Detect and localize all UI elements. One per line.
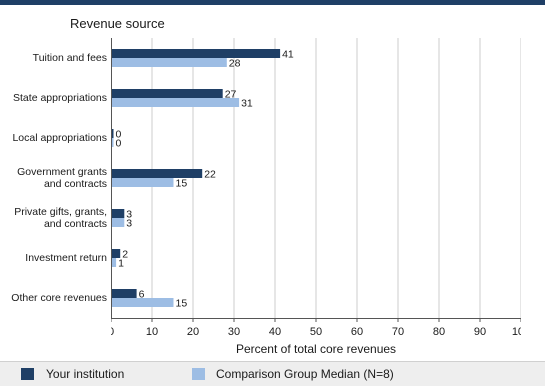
data-label-comparison-median-5: 1	[118, 258, 124, 270]
legend-swatch-your-institution	[21, 368, 34, 380]
x-tick-label-30: 30	[228, 326, 240, 338]
data-label-your-institution-5: 2	[122, 249, 128, 261]
data-label-your-institution-2: 0	[116, 129, 122, 141]
bar-comparison-median-4	[112, 218, 125, 227]
category-label: Tuition and fees	[32, 52, 107, 64]
data-label-comparison-median-2: 0	[116, 138, 122, 150]
data-label-your-institution-4: 3	[126, 209, 132, 221]
bar-your-institution-3	[112, 169, 203, 178]
data-label-comparison-median-0: 28	[229, 58, 241, 70]
data-label-your-institution-6: 6	[139, 289, 145, 301]
bar-comparison-median-1	[112, 98, 240, 107]
bar-your-institution-2	[112, 129, 114, 138]
bar-your-institution-4	[112, 209, 125, 218]
x-tick-label-20: 20	[187, 326, 199, 338]
header-bar	[0, 0, 545, 5]
x-tick-label-100: 100	[512, 326, 521, 338]
bar-your-institution-6	[112, 289, 137, 298]
data-label-your-institution-1: 27	[225, 89, 237, 101]
category-label: Private gifts, grants, and contracts	[14, 206, 107, 230]
bar-comparison-median-6	[112, 298, 174, 307]
bar-comparison-median-0	[112, 58, 227, 67]
data-label-comparison-median-1: 31	[241, 98, 253, 110]
bar-your-institution-0	[112, 49, 281, 58]
data-label-comparison-median-4: 3	[126, 218, 132, 230]
chart-title: Revenue source	[70, 16, 165, 31]
bar-comparison-median-5	[112, 258, 117, 267]
legend: Your institution Comparison Group Median…	[0, 361, 545, 386]
category-label: State appropriations	[13, 92, 107, 104]
bar-your-institution-5	[112, 249, 121, 258]
data-label-your-institution-3: 22	[204, 169, 216, 181]
data-label-comparison-median-3: 15	[176, 178, 188, 190]
x-tick-label-50: 50	[310, 326, 322, 338]
x-tick-label-0: 0	[111, 326, 114, 338]
bar-comparison-median-3	[112, 178, 174, 187]
legend-label-comparison-median: Comparison Group Median (N=8)	[216, 367, 394, 381]
x-tick-label-90: 90	[474, 326, 486, 338]
category-label: Investment return	[25, 252, 107, 264]
bar-chart-svg: 0102030405060708090100412827310022153321…	[108, 38, 530, 338]
bar-comparison-median-2	[112, 138, 114, 147]
data-label-your-institution-0: 41	[282, 49, 294, 61]
category-label: Other core revenues	[11, 292, 107, 304]
x-tick-label-80: 80	[433, 326, 445, 338]
legend-label-your-institution: Your institution	[46, 367, 125, 381]
bar-your-institution-1	[112, 89, 223, 98]
category-label: Local appropriations	[12, 132, 107, 144]
category-label: Government grants and contracts	[17, 166, 107, 190]
data-label-comparison-median-6: 15	[176, 298, 188, 310]
x-tick-label-10: 10	[146, 326, 158, 338]
x-axis-label: Percent of total core revenues	[235, 342, 397, 356]
x-tick-label-60: 60	[351, 326, 363, 338]
x-tick-label-40: 40	[269, 326, 281, 338]
legend-swatch-comparison-median	[192, 368, 205, 380]
plot-area: 0102030405060708090100412827310022153321…	[108, 38, 530, 338]
x-tick-label-70: 70	[392, 326, 404, 338]
